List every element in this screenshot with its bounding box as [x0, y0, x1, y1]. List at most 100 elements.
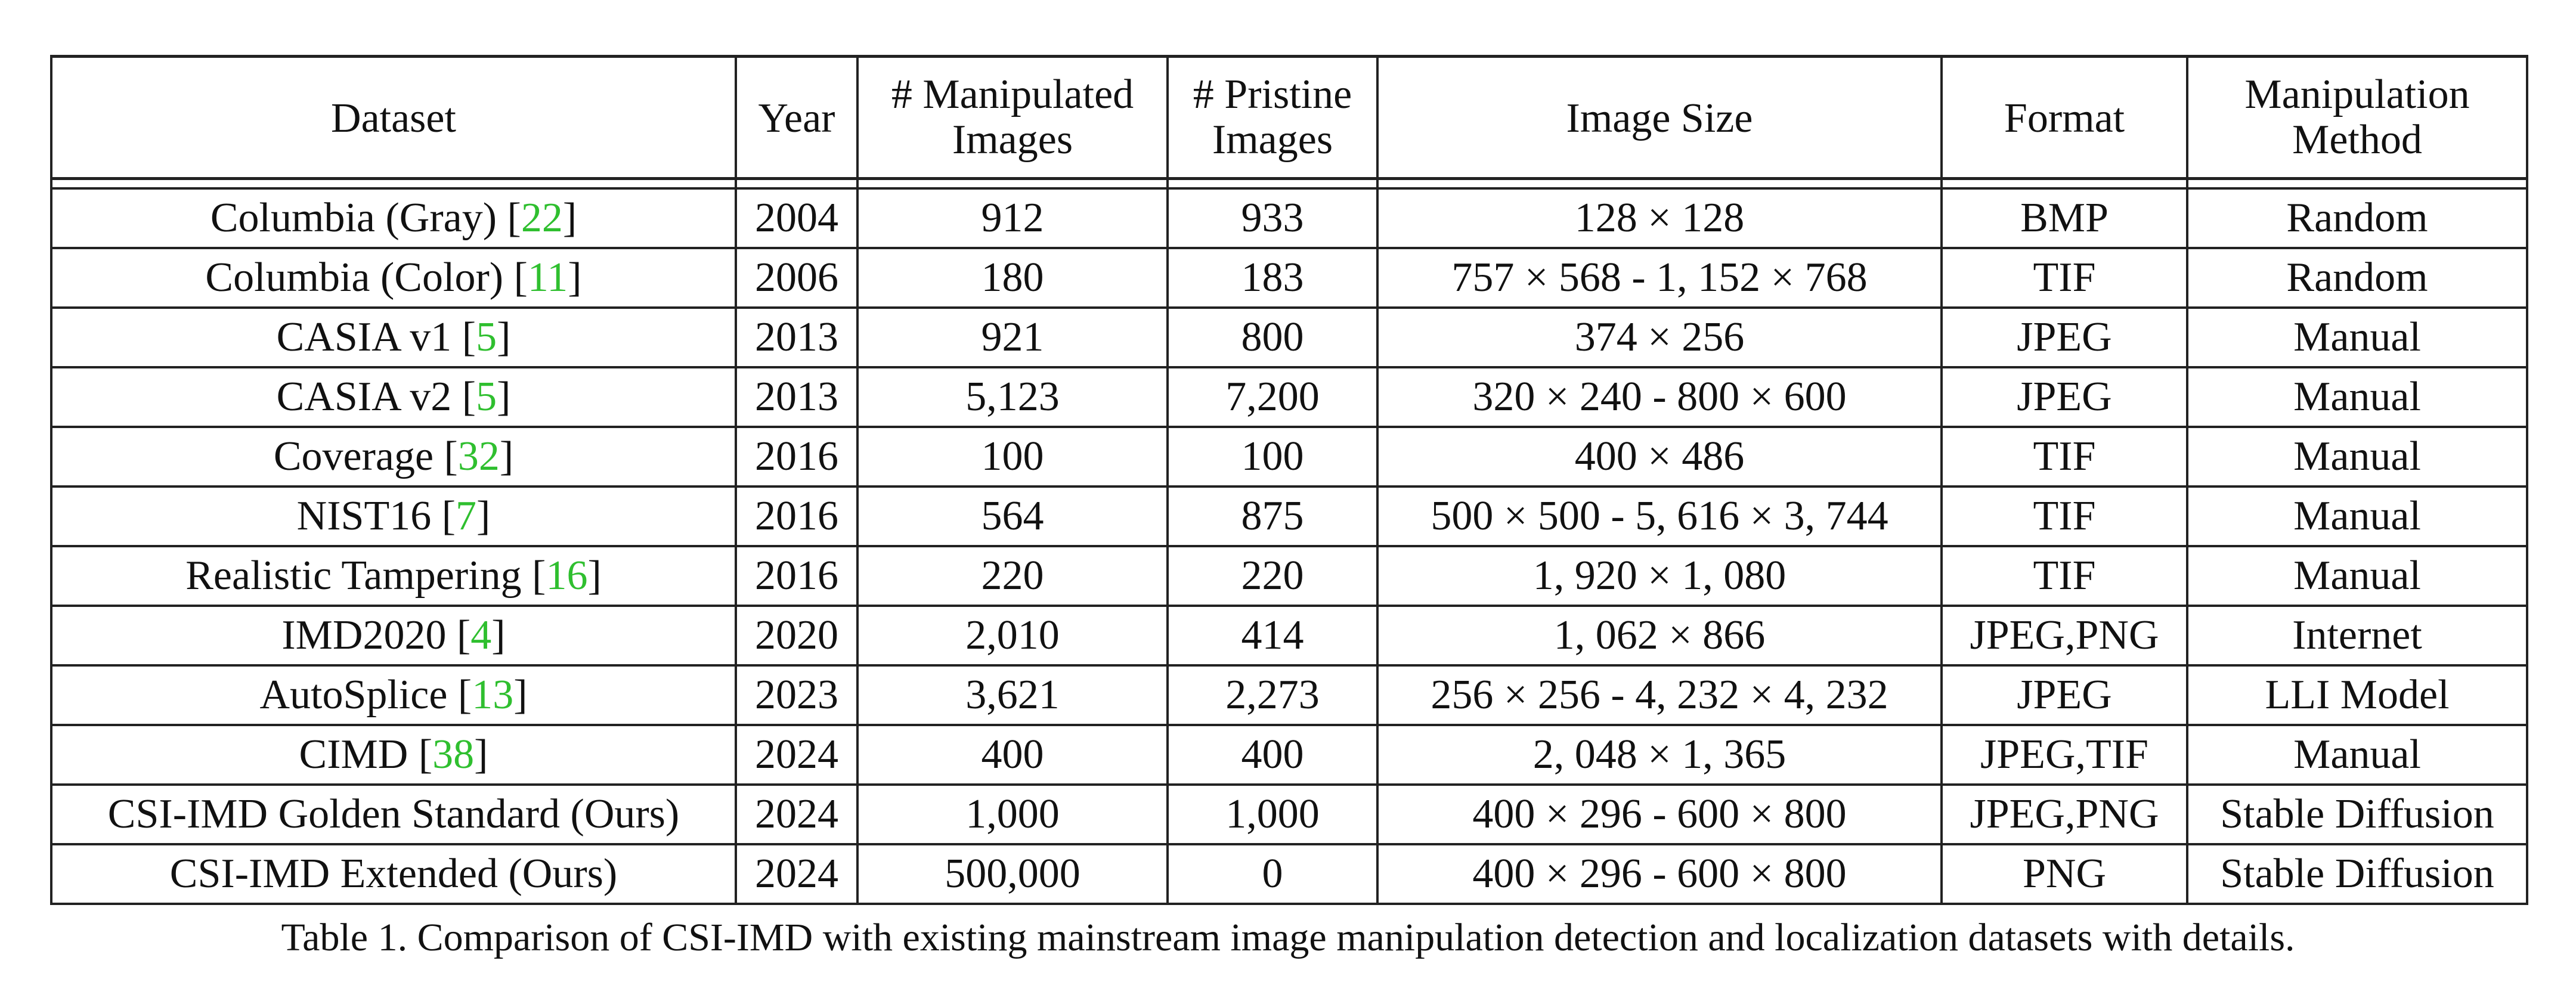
cell-method: Manual — [2186, 426, 2528, 488]
citation-bracket: ] — [497, 314, 511, 361]
cell-format: JPEG,PNG — [1940, 605, 2188, 667]
citation-link[interactable]: 11 — [527, 255, 568, 301]
citation-link[interactable]: 5 — [476, 314, 497, 361]
cell-year: 2024 — [735, 724, 859, 786]
cell-image-size: 757 × 568 - 1, 152 × 768 — [1376, 247, 1943, 309]
table-row: Coverage [32] 2016 100 100 400 × 486 TIF Manua… — [50, 426, 2528, 488]
cell-image-size: 256 × 256 - 4, 232 × 4, 232 — [1376, 664, 1943, 726]
dataset-name: AutoSplice [ — [259, 672, 472, 718]
citation-bracket: ] — [476, 493, 491, 540]
cell-image-size: 1, 920 × 1, 080 — [1376, 545, 1943, 607]
cell-pristine: 800 — [1166, 306, 1379, 368]
citation-link[interactable]: 5 — [476, 374, 497, 420]
citation-bracket: ] — [491, 612, 506, 659]
cell-method: Random — [2186, 247, 2528, 309]
table-row: CASIA v2 [5] 2013 5,123 7,200 320 × 240 - 80… — [50, 366, 2528, 428]
dataset-name: CASIA v2 [ — [276, 374, 476, 420]
cell-method: Stable Diffusion — [2186, 783, 2528, 845]
citation-link[interactable]: 7 — [456, 493, 477, 540]
cell-method: LLI Model — [2186, 664, 2528, 726]
cell-format: TIF — [1940, 247, 2188, 309]
cell-method: Manual — [2186, 366, 2528, 428]
cell-year: 2016 — [735, 545, 859, 607]
citation-bracket: ] — [497, 374, 511, 420]
cell-year: 2023 — [735, 664, 859, 726]
citation-link[interactable]: 38 — [432, 732, 475, 778]
header-manipulated-images: # Manipulated Images — [856, 55, 1169, 180]
table-caption: Table 1. Comparison of CSI-IMD with exis… — [281, 916, 2295, 959]
citation-link[interactable]: 13 — [472, 672, 514, 718]
citation-link[interactable]: 22 — [521, 195, 563, 241]
dataset-name: Columbia (Gray) [ — [210, 195, 521, 241]
dataset-name: NIST16 [ — [296, 493, 456, 540]
cell-pristine: 183 — [1166, 247, 1379, 309]
dataset-name: CIMD [ — [299, 732, 433, 778]
cell-format: TIF — [1940, 485, 2188, 547]
citation-bracket: ] — [499, 433, 514, 480]
cell-manipulated: 921 — [856, 306, 1169, 368]
table-row: CIMD [38] 2024 400 400 2, 048 × 1, 365 JPEG,T… — [50, 724, 2528, 786]
cell-image-size: 2, 048 × 1, 365 — [1376, 724, 1943, 786]
cell-pristine: 220 — [1166, 545, 1379, 607]
citation-bracket: ] — [474, 732, 488, 778]
cell-format: JPEG — [1940, 664, 2188, 726]
citation-link[interactable]: 32 — [457, 433, 500, 480]
cell-image-size: 400 × 296 - 600 × 800 — [1376, 783, 1943, 845]
cell-format: JPEG,PNG — [1940, 783, 2188, 845]
cell-year: 2024 — [735, 783, 859, 845]
cell-dataset: Columbia (Color) [11] — [50, 247, 737, 309]
dataset-name: CSI-IMD Extended (Ours) — [169, 851, 618, 897]
table-row: AutoSplice [13] 2023 3,621 2,273 256 × 256 -… — [50, 664, 2528, 726]
table-row: Realistic Tampering [16] 2016 220 220 1, 920… — [50, 545, 2528, 607]
cell-dataset: Coverage [32] — [50, 426, 737, 488]
cell-manipulated: 1,000 — [856, 783, 1169, 845]
table-row: Columbia (Gray) [22] 2004 912 933 128 × 128 B… — [50, 187, 2528, 249]
header-pristine-images: # Pristine Images — [1166, 55, 1379, 180]
cell-year: 2004 — [735, 187, 859, 249]
cell-year: 2006 — [735, 247, 859, 309]
cell-dataset: Realistic Tampering [16] — [50, 545, 737, 607]
cell-method: Random — [2186, 187, 2528, 249]
cell-manipulated: 220 — [856, 545, 1169, 607]
cell-format: TIF — [1940, 545, 2188, 607]
cell-format: JPEG — [1940, 366, 2188, 428]
citation-bracket: ] — [587, 553, 602, 599]
cell-image-size: 400 × 486 — [1376, 426, 1943, 488]
citation-bracket: ] — [568, 255, 582, 301]
cell-year: 2013 — [735, 366, 859, 428]
cell-format: BMP — [1940, 187, 2188, 249]
header-row: Dataset Year # Manipulated Images # Prist… — [50, 55, 2528, 180]
cell-pristine: 2,273 — [1166, 664, 1379, 726]
cell-method: Internet — [2186, 605, 2528, 667]
citation-bracket: ] — [513, 672, 528, 718]
cell-image-size: 374 × 256 — [1376, 306, 1943, 368]
citation-link[interactable]: 16 — [546, 553, 588, 599]
cell-dataset: CIMD [38] — [50, 724, 737, 786]
cell-pristine: 0 — [1166, 843, 1379, 905]
cell-year: 2016 — [735, 485, 859, 547]
cell-year: 2020 — [735, 605, 859, 667]
cell-method: Stable Diffusion — [2186, 843, 2528, 905]
dataset-name: CSI-IMD Golden Standard (Ours) — [107, 791, 680, 838]
cell-pristine: 400 — [1166, 724, 1379, 786]
cell-image-size: 500 × 500 - 5, 616 × 3, 744 — [1376, 485, 1943, 547]
header-year: Year — [735, 55, 859, 180]
cell-method: Manual — [2186, 485, 2528, 547]
cell-dataset: Columbia (Gray) [22] — [50, 187, 737, 249]
cell-manipulated: 100 — [856, 426, 1169, 488]
cell-method: Manual — [2186, 545, 2528, 607]
cell-year: 2013 — [735, 306, 859, 368]
table-row: CSI-IMD Extended (Ours) 2024 500,000 0 400 ×… — [50, 843, 2528, 905]
cell-dataset: AutoSplice [13] — [50, 664, 737, 726]
citation-link[interactable]: 4 — [470, 612, 492, 659]
dataset-comparison-table: Dataset Year # Manipulated Images # Prist… — [50, 55, 2528, 905]
cell-dataset: NIST16 [7] — [50, 485, 737, 547]
dataset-name: Columbia (Color) [ — [205, 255, 528, 301]
cell-image-size: 1, 062 × 866 — [1376, 605, 1943, 667]
cell-pristine: 875 — [1166, 485, 1379, 547]
citation-bracket: ] — [562, 195, 577, 241]
cell-manipulated: 5,123 — [856, 366, 1169, 428]
table-row: NIST16 [7] 2016 564 875 500 × 500 - 5, 616 ×… — [50, 485, 2528, 547]
header-gap — [50, 178, 2528, 188]
table-body: Columbia (Gray) [22] 2004 912 933 128 × 128 B… — [50, 187, 2528, 905]
